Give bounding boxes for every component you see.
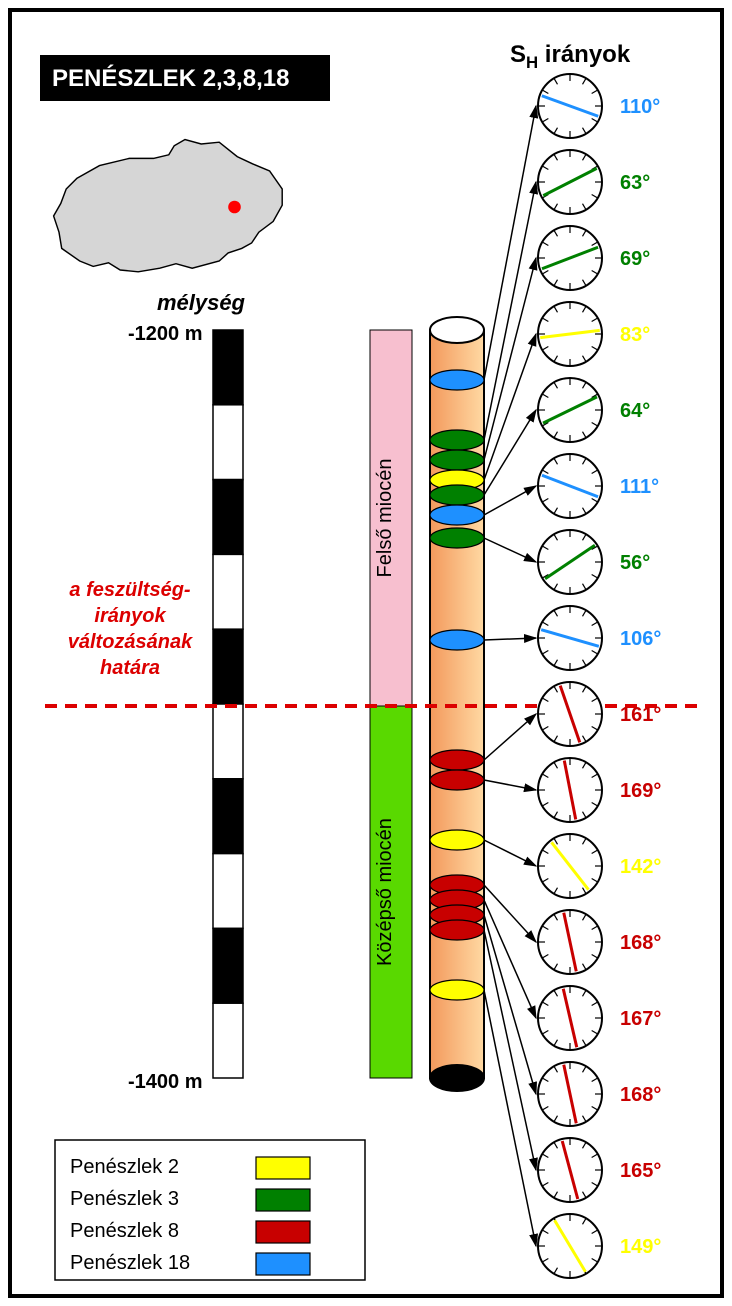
legend-label: Penészlek 18 — [70, 1252, 190, 1274]
strat-upper-label: Felső miocén — [374, 459, 396, 578]
core-disc — [430, 528, 484, 548]
compass-angle-label: 161° — [620, 704, 661, 726]
title-text: PENÉSZLEK 2,3,8,18 — [52, 64, 289, 92]
legend-label: Penészlek 8 — [70, 1220, 179, 1242]
core-disc — [430, 450, 484, 470]
core-disc — [430, 830, 484, 850]
compass-angle-label: 110° — [620, 96, 660, 118]
depth-segment — [213, 779, 243, 854]
core-disc — [430, 370, 484, 390]
depth-segment — [213, 405, 243, 480]
core-top-cap — [430, 317, 484, 343]
compass-angle-label: 169° — [620, 780, 661, 802]
legend-label: Penészlek 2 — [70, 1156, 179, 1178]
legend-swatch — [256, 1253, 310, 1275]
core-disc — [430, 920, 484, 940]
depth-segment — [213, 480, 243, 555]
compass-angle-label: 168° — [620, 1084, 661, 1106]
boundary-label-line: határa — [100, 657, 160, 679]
compass-angle-label: 167° — [620, 1008, 661, 1030]
depth-segment — [213, 1003, 243, 1078]
compass-angle-label: 142° — [620, 856, 661, 878]
compass-angle-label: 63° — [620, 172, 650, 194]
depth-segment — [213, 704, 243, 779]
core-bottom-cap — [430, 1065, 484, 1091]
compass-angle-label: 111° — [620, 476, 659, 498]
core-disc — [430, 980, 484, 1000]
map-marker — [228, 201, 241, 214]
compass-angle-label: 56° — [620, 552, 650, 574]
compass-angle-label: 83° — [620, 324, 650, 346]
core-disc — [430, 630, 484, 650]
strat-lower-label: Középső miocén — [374, 818, 396, 966]
compass-angle-label: 168° — [620, 932, 661, 954]
depth-top-value: -1200 m — [128, 323, 203, 345]
boundary-label-line: a feszültség- — [69, 579, 190, 601]
depth-segment — [213, 330, 243, 405]
core-disc — [430, 430, 484, 450]
compass-angle-label: 106° — [620, 628, 661, 650]
depth-segment — [213, 854, 243, 929]
legend-swatch — [256, 1157, 310, 1179]
depth-segment — [213, 928, 243, 1003]
core-disc — [430, 505, 484, 525]
depth-segment — [213, 629, 243, 704]
compass-angle-label: 165° — [620, 1160, 661, 1182]
boundary-label-line: irányok — [94, 605, 166, 627]
compass-angle-label: 69° — [620, 248, 650, 270]
depth-bottom-value: -1400 m — [128, 1071, 203, 1093]
legend-swatch — [256, 1221, 310, 1243]
compass-angle-label: 149° — [620, 1236, 661, 1258]
legend-swatch — [256, 1189, 310, 1211]
depth-label: mélység — [157, 290, 246, 315]
compass-angle-label: 64° — [620, 400, 650, 422]
boundary-label-line: változásának — [68, 631, 193, 653]
legend-label: Penészlek 3 — [70, 1188, 179, 1210]
core-disc — [430, 750, 484, 770]
core-disc — [430, 485, 484, 505]
core-disc — [430, 770, 484, 790]
depth-segment — [213, 554, 243, 629]
